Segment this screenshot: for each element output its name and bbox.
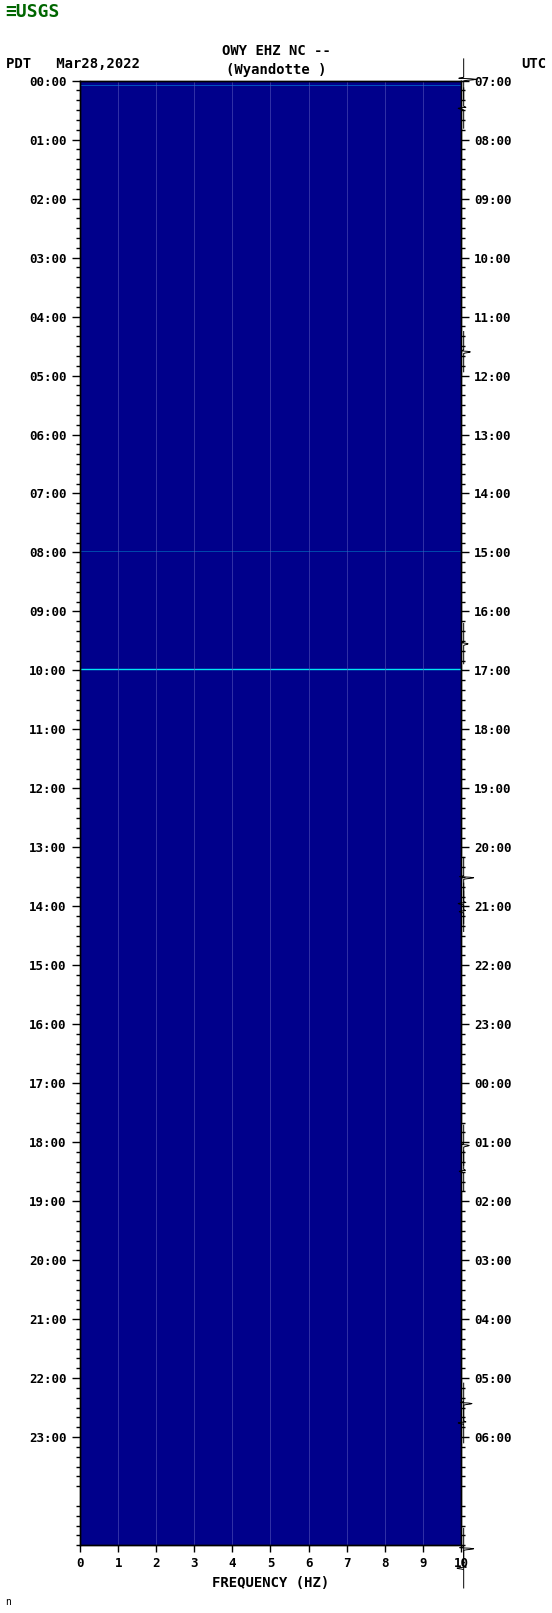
Text: UTC: UTC <box>521 56 546 71</box>
X-axis label: FREQUENCY (HZ): FREQUENCY (HZ) <box>212 1576 329 1590</box>
Text: PDT   Mar28,2022: PDT Mar28,2022 <box>6 56 140 71</box>
Text: (Wyandotte ): (Wyandotte ) <box>226 63 326 77</box>
Text: n: n <box>6 1597 12 1607</box>
Text: OWY EHZ NC --: OWY EHZ NC -- <box>221 44 331 58</box>
Text: ≡USGS: ≡USGS <box>6 3 60 21</box>
